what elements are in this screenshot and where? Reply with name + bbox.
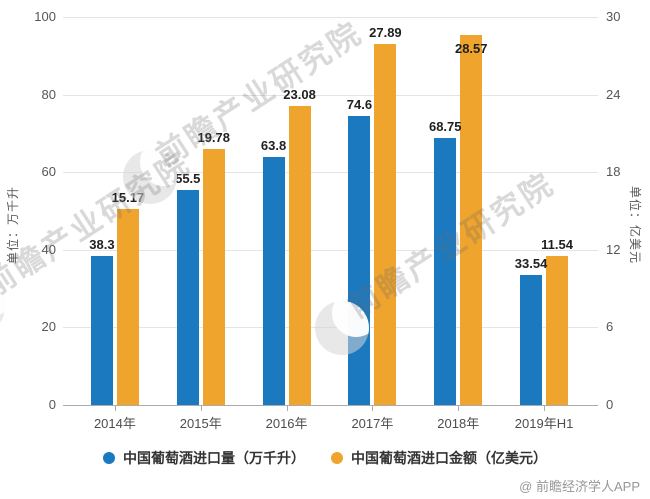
legend-marker-icon	[103, 452, 115, 464]
legend-item-import-volume[interactable]: 中国葡萄酒进口量（万千升）	[103, 448, 305, 468]
bar-import-volume	[262, 157, 285, 405]
left-axis-tick-label: 60	[41, 164, 56, 180]
gridline	[63, 172, 598, 174]
legend-label: 中国葡萄酒进口量（万千升）	[123, 450, 305, 466]
bar-import-volume	[348, 115, 371, 405]
data-label: 63.8	[260, 138, 287, 154]
bar-import-amount	[460, 35, 483, 405]
data-label: 74.6	[346, 96, 373, 112]
data-label: 38.3	[89, 237, 115, 253]
x-axis-tick	[114, 406, 116, 411]
x-axis-tick	[544, 406, 546, 411]
gridline	[63, 17, 598, 18]
x-axis-label: 2014年	[93, 416, 136, 431]
legend-label: 中国葡萄酒进口金额（亿美元）	[351, 450, 547, 466]
data-label: 23.08	[283, 87, 316, 103]
left-axis-tick-label: 100	[34, 9, 56, 24]
x-axis-tick	[200, 406, 202, 411]
bar-import-volume	[434, 138, 457, 405]
bar-import-volume	[90, 256, 113, 405]
left-axis-tick-label: 20	[41, 319, 56, 335]
right-axis-tick-label: 6	[606, 319, 614, 335]
data-label: 55.5	[175, 170, 201, 186]
attribution: @ 前瞻经济学人APP	[519, 479, 640, 494]
x-axis-label: 2019年H1	[514, 416, 574, 431]
x-axis-line	[63, 405, 598, 406]
x-axis-label: 2015年	[179, 416, 222, 431]
x-axis-tick	[372, 406, 374, 411]
bar-import-volume	[520, 274, 543, 405]
data-label: 27.89	[369, 25, 402, 41]
legend: 中国葡萄酒进口量（万千升） 中国葡萄酒进口金额（亿美元）	[0, 447, 650, 469]
left-axis-tick-label: 40	[41, 241, 56, 257]
data-label: 19.78	[197, 130, 231, 146]
x-axis-tick	[286, 406, 288, 411]
bar-import-amount	[116, 208, 139, 405]
x-axis-label: 2018年	[437, 416, 480, 431]
data-label: 28.57	[454, 41, 488, 57]
x-axis-label: 2017年	[351, 416, 394, 431]
right-axis-tick-label: 30	[606, 9, 621, 24]
data-label: 11.54	[541, 236, 573, 252]
bar-import-amount	[374, 44, 397, 405]
left-axis-tick-label: 0	[48, 397, 56, 412]
bar-import-volume	[176, 189, 199, 405]
right-axis-tick-label: 12	[606, 241, 621, 257]
bar-import-amount	[202, 149, 225, 405]
x-axis-label: 2016年	[265, 416, 308, 431]
data-label: 68.75	[428, 119, 462, 135]
right-axis-tick-label: 0	[606, 397, 614, 412]
right-axis-tick-label: 24	[606, 86, 621, 102]
x-axis-tick	[458, 406, 460, 411]
right-axis-tick-label: 18	[606, 164, 621, 180]
gridline	[63, 94, 598, 96]
bar-import-amount	[546, 255, 569, 405]
legend-item-import-amount[interactable]: 中国葡萄酒进口金额（亿美元）	[331, 448, 547, 468]
bar-import-amount	[288, 106, 311, 405]
left-axis-tick-label: 80	[41, 86, 56, 102]
watermark-logo-icon	[0, 280, 5, 334]
data-label: 15.17	[111, 189, 145, 205]
legend-marker-icon	[331, 452, 343, 464]
data-label: 33.54	[514, 255, 548, 271]
gridline	[63, 327, 598, 329]
gridline	[63, 249, 598, 251]
